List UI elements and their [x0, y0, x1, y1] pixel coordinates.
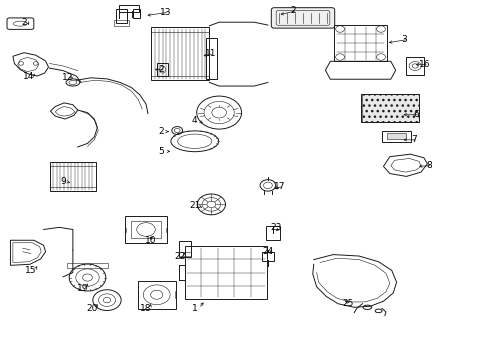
Text: 3: 3 — [401, 35, 407, 44]
Bar — [131, 221, 160, 238]
Text: 11: 11 — [204, 49, 216, 58]
Text: 14: 14 — [23, 72, 35, 81]
Bar — [265, 226, 279, 240]
Text: 24: 24 — [262, 247, 273, 256]
Bar — [67, 263, 108, 268]
Text: 18: 18 — [140, 304, 151, 313]
Bar — [125, 216, 166, 243]
Text: 20: 20 — [86, 304, 98, 313]
Text: 6: 6 — [412, 110, 418, 119]
Text: 12: 12 — [62, 73, 74, 82]
Text: 22: 22 — [174, 252, 185, 261]
Text: 15: 15 — [25, 266, 37, 275]
Text: 25: 25 — [342, 299, 353, 308]
Bar — [138, 281, 175, 309]
Text: 16: 16 — [418, 60, 430, 69]
Text: 17: 17 — [273, 182, 285, 191]
Bar — [132, 9, 140, 18]
Text: 9: 9 — [60, 177, 66, 186]
Bar — [179, 241, 191, 257]
Bar — [151, 27, 209, 80]
FancyBboxPatch shape — [271, 8, 334, 28]
Bar — [157, 63, 167, 76]
Bar — [184, 246, 267, 299]
Bar — [261, 252, 273, 261]
Text: 21: 21 — [189, 201, 200, 210]
Bar — [333, 25, 386, 61]
Bar — [360, 94, 418, 122]
Text: 2: 2 — [159, 65, 164, 74]
Text: 8: 8 — [425, 161, 431, 170]
Bar — [405, 57, 424, 75]
Text: 23: 23 — [270, 223, 281, 232]
Text: 10: 10 — [145, 236, 156, 245]
Text: 2: 2 — [159, 127, 164, 136]
Text: 4: 4 — [192, 116, 197, 125]
Bar — [386, 134, 406, 139]
Text: 13: 13 — [160, 8, 171, 17]
Text: 1: 1 — [191, 304, 197, 313]
Bar — [116, 9, 127, 23]
Text: 19: 19 — [77, 284, 88, 293]
Bar — [114, 20, 129, 26]
Bar — [205, 38, 216, 80]
Text: 2: 2 — [290, 6, 295, 15]
Text: 2: 2 — [21, 18, 27, 27]
Bar — [50, 162, 96, 191]
Bar — [382, 131, 410, 141]
Bar — [119, 5, 139, 12]
Text: 7: 7 — [410, 135, 416, 144]
Text: 5: 5 — [159, 147, 164, 156]
